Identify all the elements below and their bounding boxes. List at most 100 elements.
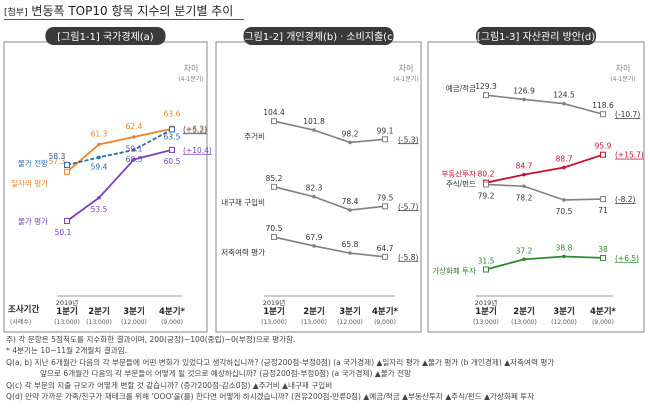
x-tick-count: (13,000) (54, 319, 80, 326)
note-line: Q(d) 만약 가까운 가족/친구가 재테크를 위해 'OOO'을(를) 한다면… (6, 392, 535, 402)
x-tick-label: 3분기 (123, 306, 145, 317)
data-label: 70.5 (556, 207, 573, 216)
x-tick-count: (9,000) (374, 319, 396, 326)
data-marker (348, 140, 352, 145)
data-label: 60.5 (164, 157, 181, 166)
data-marker (132, 148, 136, 152)
change-subheader: (4-1분기) (393, 75, 419, 83)
data-label: 65.8 (342, 240, 359, 249)
x-tick-label: 1분기 (56, 306, 78, 317)
series-line (273, 120, 386, 144)
data-marker (600, 254, 606, 261)
data-marker (600, 111, 606, 118)
change-value: (+15.7) (615, 151, 644, 160)
panel-title: [그림1-3] 자산관리 방안(d) (477, 31, 595, 43)
data-label: 118.6 (592, 101, 614, 110)
series-line (485, 153, 604, 184)
data-marker (271, 183, 277, 190)
data-label: 84.7 (516, 162, 533, 171)
series-name: 물가 평가 (18, 216, 48, 226)
title-prefix: [첨부] (4, 8, 28, 18)
data-marker (522, 184, 526, 189)
x-tick-label: 4분기* (590, 306, 617, 317)
x-tick-label: 3분기 (553, 306, 575, 317)
change-value: (+5.2) (183, 125, 207, 134)
data-label: 98.2 (342, 129, 359, 138)
series-name: 부동산투자 (442, 169, 477, 179)
change-header: 차이 (399, 63, 414, 73)
panel-title-tag (243, 27, 394, 45)
x-tick-label: 3분기 (339, 306, 361, 317)
change-value: (-5.7) (398, 202, 419, 211)
series-line (273, 186, 386, 211)
data-marker (562, 254, 566, 259)
series-line (485, 183, 604, 201)
data-label: 57.3 (49, 157, 66, 166)
series-line (66, 127, 173, 173)
change-subheader: (4-1분기) (610, 75, 636, 83)
x-tick-year: 2019년 (56, 298, 79, 307)
x-tick-label: 2분기 (88, 306, 110, 317)
data-label: 38.8 (556, 243, 573, 252)
series-line (485, 255, 604, 271)
series-line (273, 236, 386, 258)
row-header-sub: (사례수) (10, 318, 31, 326)
x-tick-count: (13,000) (511, 319, 537, 326)
data-marker (562, 165, 566, 170)
page-title: [첨부] 변동폭 TOP10 항목 지수의 분기별 추이 (4, 2, 233, 19)
data-label: 78.4 (342, 197, 359, 206)
change-value: (+10.4) (183, 146, 212, 155)
change-value: (-5.8) (398, 253, 419, 262)
x-tick-count: (12,000) (337, 319, 363, 326)
change-value: (+6.5) (615, 254, 639, 263)
data-label: 101.8 (303, 117, 325, 126)
data-label: 64.7 (377, 244, 394, 253)
data-label: 62.4 (126, 122, 143, 131)
panel-title: [그림1-2] 개인경제(b)ㆍ소비지출(c) (241, 30, 397, 43)
series-line (66, 128, 173, 166)
data-label: 63.6 (164, 110, 181, 119)
data-label: 78.2 (516, 193, 533, 202)
x-tick-count: (9,000) (592, 319, 614, 326)
x-tick-count: (12,000) (551, 319, 577, 326)
data-label: 99.1 (377, 126, 394, 135)
data-label: 53.5 (91, 205, 108, 214)
data-label: 85.2 (266, 174, 283, 183)
data-marker (522, 172, 526, 177)
data-label: 88.7 (556, 155, 573, 164)
x-tick-label: 1분기 (263, 306, 285, 317)
data-marker (522, 257, 526, 262)
data-marker (169, 126, 175, 133)
charts-area: [그림1-1] 국가경제(a)차이(4-1분기)2019년1분기(13,000)… (3, 27, 645, 333)
series-name: 가상화폐 투자 (432, 266, 476, 276)
data-marker (132, 135, 136, 139)
data-marker (271, 234, 277, 241)
data-marker (132, 157, 136, 162)
panel-title-tag (476, 27, 596, 45)
data-label: 104.4 (263, 108, 285, 117)
data-marker (348, 251, 352, 255)
data-marker (312, 194, 316, 199)
series-name: 내구재 구입비 (221, 198, 265, 207)
data-label: 129.3 (475, 82, 497, 91)
data-marker (562, 198, 566, 202)
data-marker (312, 244, 316, 248)
x-tick-label: 2분기 (513, 306, 535, 317)
data-marker (483, 92, 489, 99)
data-marker (483, 266, 489, 273)
x-tick-label: 4분기* (372, 306, 399, 317)
x-tick-count: (12,000) (121, 319, 147, 326)
data-label: 82.3 (306, 184, 323, 193)
data-label: 59.1 (126, 144, 143, 153)
note-line: * 4분기는 10~11월 2개월치 결과임. (6, 346, 128, 356)
data-label: 37.2 (516, 246, 533, 255)
data-label: 61.3 (91, 129, 108, 138)
data-label: 58.3 (49, 152, 66, 161)
data-marker (600, 151, 606, 158)
change-value: (-8.2) (615, 195, 636, 204)
x-tick-count: (9,000) (161, 319, 183, 326)
x-tick-year: 2019년 (263, 298, 286, 307)
x-tick-count: (13,000) (473, 319, 499, 326)
